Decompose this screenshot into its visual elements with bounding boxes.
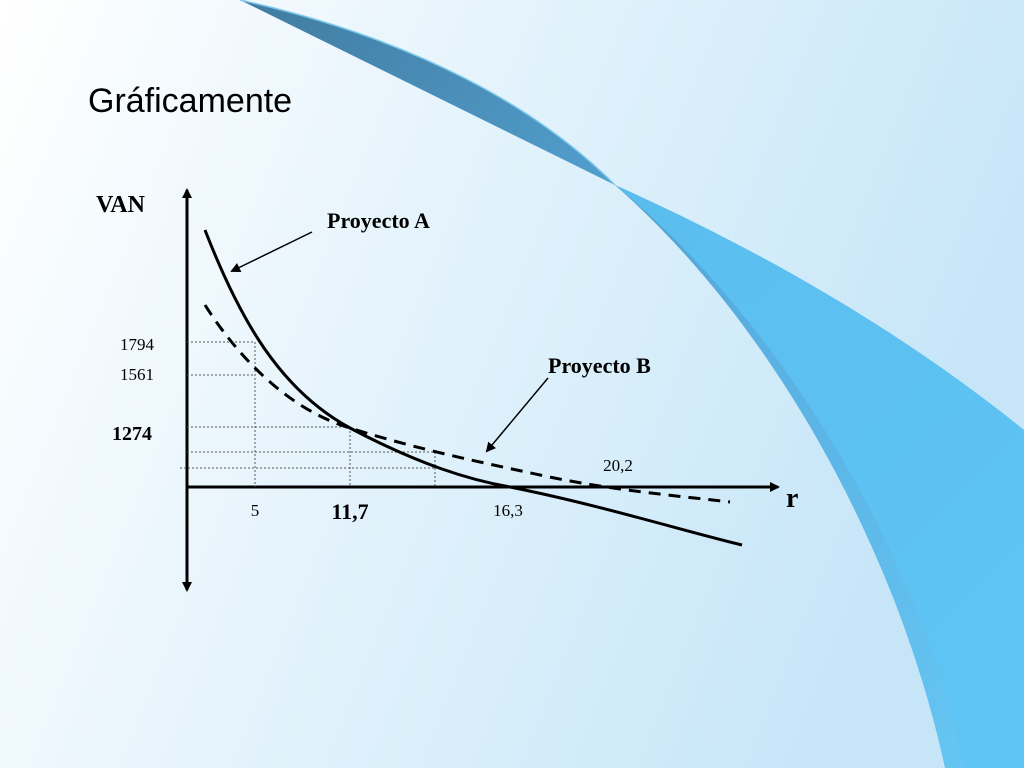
curve-label: Proyecto B (548, 353, 651, 378)
x-value-label: 16,3 (493, 501, 523, 520)
x-value-label: 5 (251, 501, 260, 520)
x-value-label: 20,2 (603, 456, 633, 475)
y-value-label: 1274 (112, 423, 152, 445)
curve-a (203, 229, 743, 547)
pointer-a (230, 231, 313, 272)
guides (180, 341, 436, 487)
curve-b (203, 304, 731, 504)
y-value-label: 1794 (120, 335, 155, 354)
y-label: VAN (96, 192, 146, 218)
swoosh-light (615, 185, 1024, 768)
x-value-label: 11,7 (331, 499, 368, 524)
y-value-label: 1561 (120, 365, 154, 384)
curve-label: Proyecto A (327, 208, 430, 233)
swoosh-line (239, 0, 616, 186)
title: Gráficamente (88, 82, 292, 120)
pointer-b (485, 377, 549, 453)
x-label: r (786, 483, 798, 514)
